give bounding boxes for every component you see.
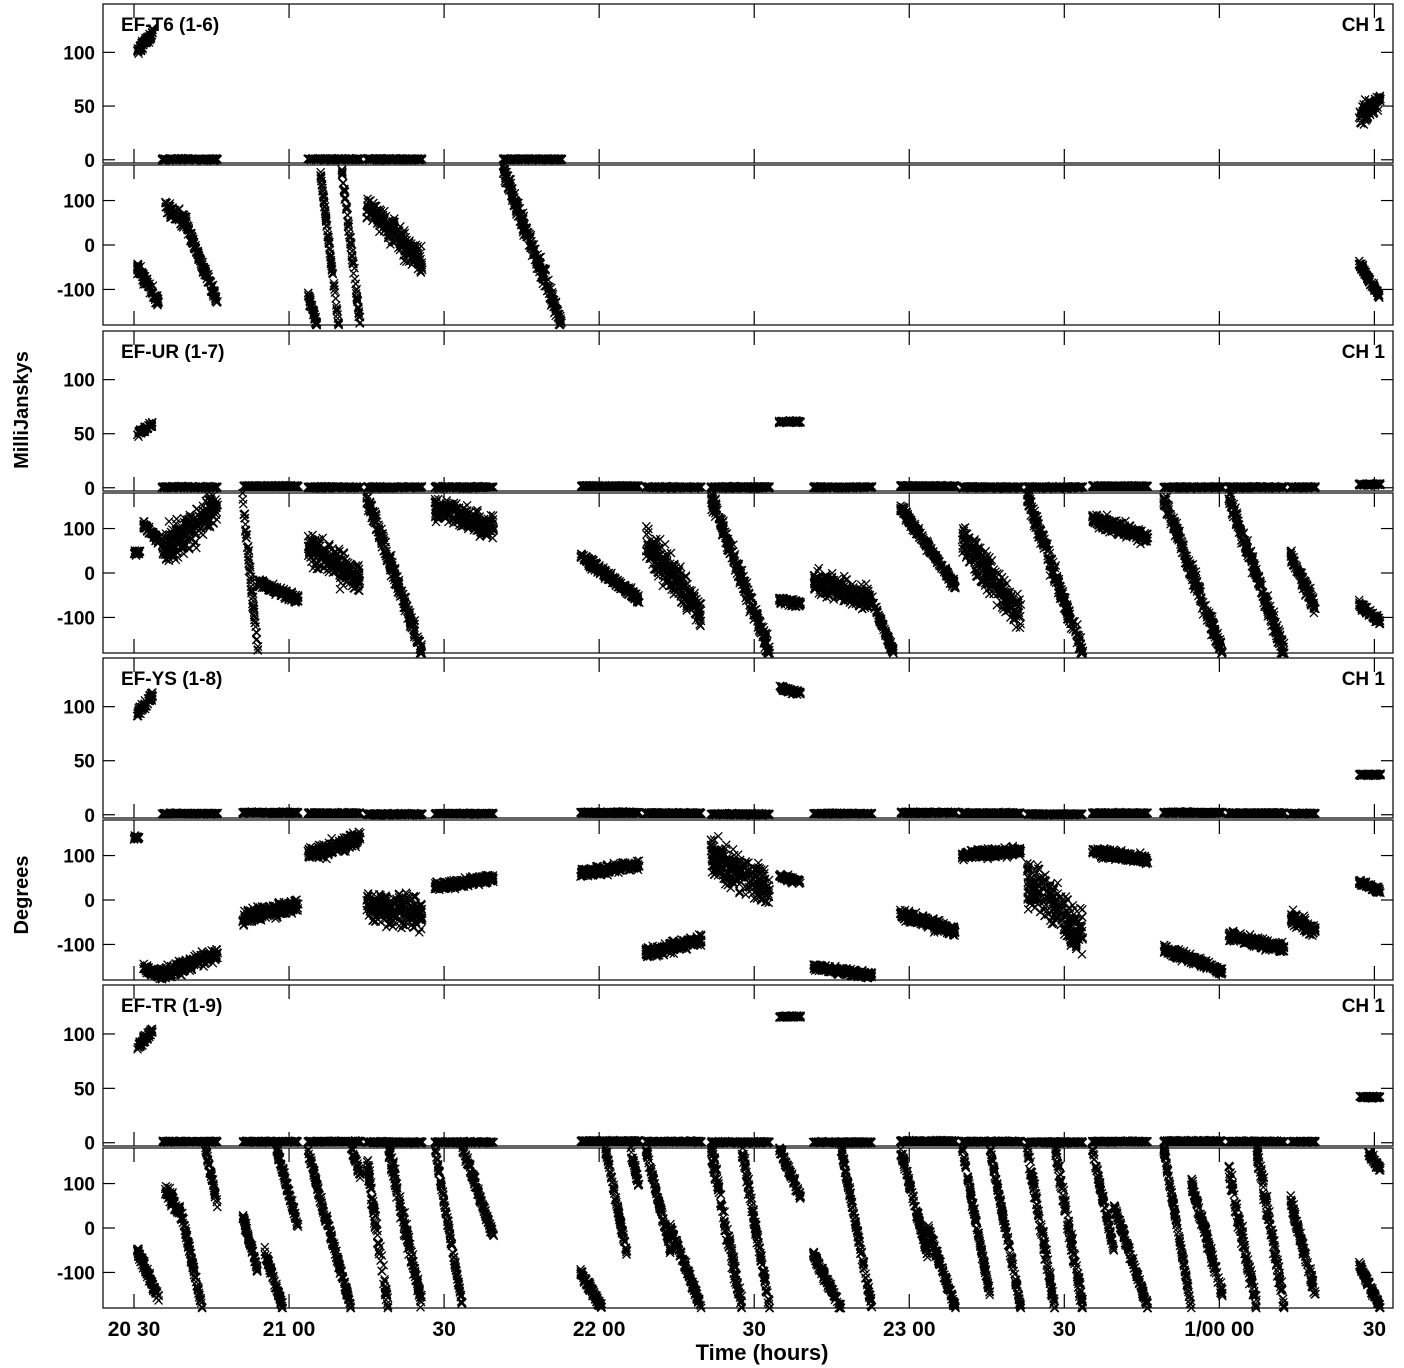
phase-frame-1: [102, 164, 1394, 326]
y-tick-label: 0: [84, 236, 95, 257]
y-tick-label: 0: [84, 891, 95, 912]
x-tick-label: 30: [432, 1318, 455, 1341]
y-tick-label: 0: [84, 151, 95, 172]
y-tick-label: 100: [63, 192, 95, 213]
baseline-label: EF-T6 (1-6): [121, 15, 219, 36]
amplitude-points-3: [132, 681, 1386, 820]
y-axis-label-phase: Degrees: [11, 856, 33, 935]
channel-label: CH 1: [1342, 15, 1386, 36]
channel-label: CH 1: [1342, 996, 1386, 1017]
y-tick-label: 50: [74, 752, 95, 773]
x-tick-label: 20 30: [108, 1318, 161, 1341]
x-tick-label: 21 00: [263, 1318, 316, 1341]
phase-points-2: [129, 488, 1385, 658]
y-tick-label: 100: [63, 43, 95, 64]
y-tick-label: 100: [63, 1025, 95, 1046]
y-tick-label: 100: [63, 520, 95, 541]
y-tick-label: 50: [74, 1079, 95, 1100]
phase-points-3: [129, 827, 1385, 984]
x-tick-label: 23 00: [883, 1318, 936, 1341]
y-axis-label-amplitude: MilliJanskys: [11, 351, 33, 469]
amplitude-frame-3: [102, 657, 1394, 819]
amplitude-points-1: [132, 24, 1385, 165]
y-tick-label: 100: [63, 698, 95, 719]
y-tick-label: -100: [57, 280, 95, 301]
baseline-panel-3: 0 50 100 -100 0 100 EF-YS (1-8) CH 1: [57, 657, 1394, 984]
phase-points-1: [132, 160, 1384, 330]
y-tick-label: 50: [74, 425, 95, 446]
y-tick-label: 100: [63, 1175, 95, 1196]
y-tick-label: 100: [63, 847, 95, 868]
amplitude-frame-4: [102, 984, 1394, 1147]
phase-frame-2: [102, 492, 1394, 654]
y-tick-label: -100: [57, 935, 95, 956]
amplitude-points-4: [133, 1011, 1385, 1149]
y-tick-label: 0: [84, 564, 95, 585]
y-tick-label: 0: [84, 479, 95, 500]
baseline-panel-1: 0 50 100 -100 0 100 EF-T6 (1-6) CH 1: [57, 3, 1394, 330]
amplitude-frame-2: [102, 330, 1394, 492]
x-tick-label: 22 00: [573, 1318, 626, 1341]
x-tick-label: 30: [743, 1318, 766, 1341]
baseline-panel-2: 0 50 100 -100 0 100 EF-UR (1-7) CH 1: [57, 330, 1394, 658]
x-tick-label: 1/00 00: [1184, 1318, 1254, 1341]
baseline-panel-4: 0 50 100 -100 0 100 EF-TR (1-9) CH 1: [57, 984, 1394, 1313]
y-tick-label: 0: [84, 806, 95, 827]
y-tick-label: -100: [57, 1263, 95, 1284]
amplitude-frame-1: [102, 3, 1394, 164]
channel-label: CH 1: [1342, 342, 1386, 363]
y-tick-label: 0: [84, 1219, 95, 1240]
amplitude-points-2: [132, 415, 1385, 493]
y-tick-label: 50: [74, 97, 95, 118]
x-tick-label: 30: [1363, 1318, 1386, 1341]
baseline-label: EF-UR (1-7): [121, 342, 224, 363]
y-tick-label: -100: [57, 608, 95, 629]
x-axis-label: Time (hours): [696, 1340, 829, 1365]
x-tick-label: 30: [1053, 1318, 1076, 1341]
phase-points-4: [132, 1143, 1385, 1313]
y-tick-label: 0: [84, 1134, 95, 1155]
baseline-label: EF-TR (1-9): [121, 996, 222, 1017]
baseline-label: EF-YS (1-8): [121, 669, 222, 690]
channel-label: CH 1: [1342, 669, 1386, 690]
y-tick-label: 100: [63, 371, 95, 392]
